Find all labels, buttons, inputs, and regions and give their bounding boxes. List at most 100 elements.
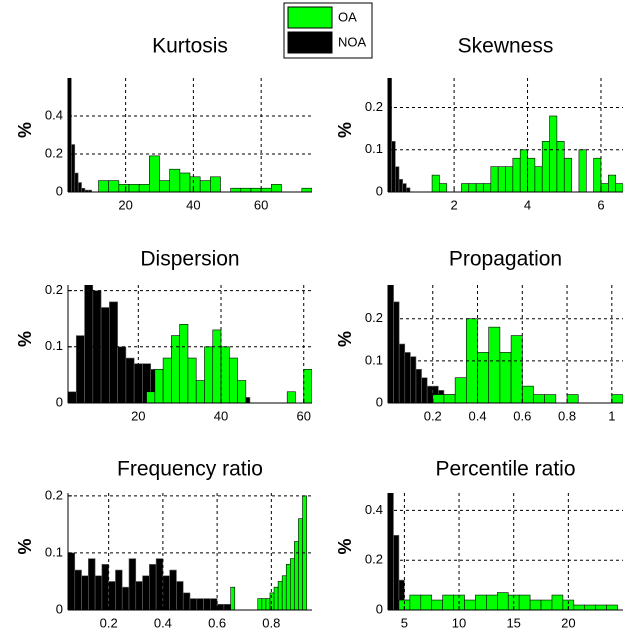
y-axis-label: % [15, 331, 35, 347]
histogram-bar [162, 575, 170, 610]
y-axis-label: % [335, 122, 355, 138]
histogram-bar [461, 183, 470, 192]
histogram-bar [421, 377, 428, 403]
x-tick-label: 20 [561, 615, 575, 630]
histogram-bar [454, 377, 467, 403]
histogram-bar [196, 598, 204, 610]
histogram-bar [94, 575, 103, 610]
histogram-bar [182, 592, 191, 610]
histogram-bar [510, 335, 523, 403]
histogram-bar [273, 586, 279, 610]
histogram-bar [477, 352, 490, 403]
histogram-bar [121, 586, 130, 610]
histogram-bar [189, 598, 198, 610]
histogram-bar [505, 166, 514, 192]
histogram-bar [88, 189, 93, 192]
histogram-bar [228, 357, 238, 403]
histogram-bar [101, 564, 109, 610]
x-tick-label: 0.2 [424, 408, 442, 423]
bars [388, 78, 623, 192]
subplot-title: Percentile ratio [435, 458, 575, 481]
histogram-bar [154, 368, 164, 403]
histogram-bar [388, 493, 394, 610]
histogram-bar [230, 187, 242, 192]
legend-label: NOA [338, 34, 367, 49]
x-tick-label: 10 [452, 615, 466, 630]
histogram-bar [420, 594, 433, 610]
histogram-bar [490, 166, 499, 192]
histogram-bar [468, 183, 477, 192]
histogram-bar [250, 187, 262, 192]
y-tick-label: 0.2 [365, 310, 383, 325]
x-tick-label: 0.2 [100, 615, 118, 630]
histogram-bar [483, 183, 492, 192]
histogram-bar [118, 184, 130, 192]
histogram-bar [301, 187, 312, 192]
subplot-title: Skewness [458, 35, 554, 58]
histogram-bar [556, 141, 565, 192]
histogram-bar [125, 357, 135, 403]
subplot: Propagation% 0 0.1 0.2 0.2 0.4 0.6 0.8 1 [335, 248, 623, 423]
legend: OA NOA [283, 2, 373, 59]
histogram-bar [74, 569, 82, 610]
histogram-bar [179, 172, 191, 192]
histogram-bar [216, 603, 225, 610]
histogram-bar [74, 172, 79, 192]
histogram-bar [281, 575, 287, 610]
subplot-title: Kurtosis [152, 35, 228, 58]
y-tick-label: 0 [56, 601, 63, 616]
histogram-bar [265, 598, 271, 610]
histogram-bar [432, 394, 445, 403]
histogram-bar [98, 180, 109, 192]
y-tick-label: 0.4 [45, 107, 63, 122]
histogram-bar [486, 594, 498, 610]
histogram-bar [443, 394, 456, 403]
histogram-bar [146, 391, 156, 403]
y-tick-label: 0 [56, 394, 63, 409]
histogram-bar [404, 352, 411, 403]
histogram-bar [68, 552, 76, 610]
histogram-bar [402, 183, 407, 192]
histogram-bar [464, 599, 476, 610]
histogram-bar [108, 180, 120, 192]
histogram-bar [77, 182, 82, 192]
histogram-bar [260, 187, 272, 192]
subplot: Percentile ratio% 0 0.2 0.4 5 10 15 20 [335, 458, 623, 630]
histogram-bar [149, 564, 157, 610]
subplot-title: Dispersion [140, 248, 239, 271]
histogram-bar [142, 575, 150, 610]
histogram-bar [223, 603, 231, 610]
histogram-bar [286, 391, 296, 403]
y-tick-label: 0.2 [365, 552, 383, 567]
histogram-bar [521, 385, 534, 403]
x-tick-label: 4 [524, 197, 531, 212]
bars [388, 493, 618, 610]
histogram-bar [128, 558, 137, 610]
x-tick-label: 20 [131, 408, 145, 423]
histogram-bar [203, 598, 211, 610]
histogram-bar [285, 564, 291, 610]
histogram-bar [406, 187, 411, 192]
subplot-title: Frequency ratio [117, 458, 263, 481]
histogram-bar [439, 183, 448, 192]
histogram-bar [595, 604, 607, 610]
histogram-bar [149, 155, 160, 192]
histogram-bar [159, 180, 170, 192]
histogram-bar [230, 586, 236, 610]
histogram-bar [169, 569, 177, 610]
x-tick-label: 0.4 [154, 615, 172, 630]
histogram-bar [393, 301, 400, 403]
histogram-bar [271, 184, 282, 192]
y-axis-label: % [335, 331, 355, 347]
histogram-bar [519, 149, 528, 192]
histogram-bar [388, 78, 392, 192]
y-tick-label: 0.1 [45, 338, 63, 353]
y-tick-label: 0 [376, 601, 383, 616]
histogram-bar [189, 176, 201, 192]
histogram-bar [578, 149, 587, 192]
histogram-bar [261, 598, 267, 610]
x-tick-label: 1 [608, 408, 615, 423]
histogram-bar [155, 558, 164, 610]
histogram-bar [277, 581, 283, 610]
